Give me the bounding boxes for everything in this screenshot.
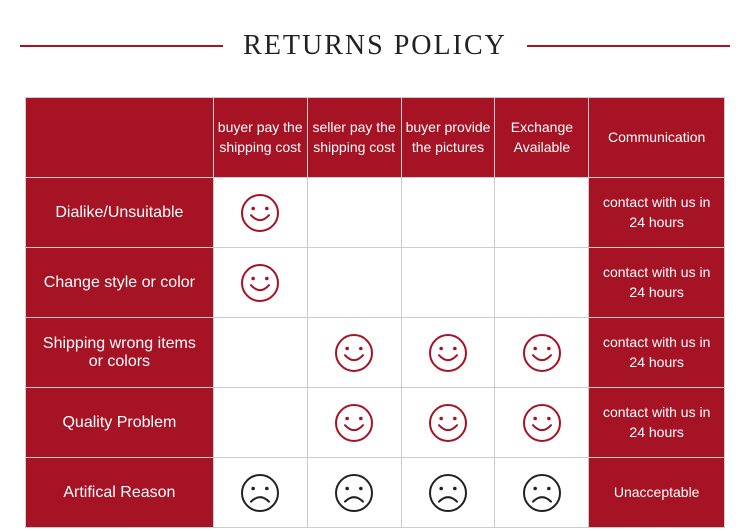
smile-icon: [495, 403, 588, 443]
table-row: Shipping wrong items or colors contact w…: [26, 318, 725, 388]
smile-icon: [402, 403, 495, 443]
communication-cell: contact with us in 24 hours: [589, 248, 725, 318]
title-bar: RETURNS POLICY: [0, 30, 750, 62]
smile-icon: [308, 403, 401, 443]
icon-cell: [213, 458, 307, 528]
icon-cell: [495, 178, 589, 248]
page-title: RETURNS POLICY: [223, 30, 527, 62]
frown-icon: [402, 473, 495, 513]
title-line-right: [527, 45, 730, 47]
row-label: Change style or color: [26, 248, 214, 318]
row-label: Artifical Reason: [26, 458, 214, 528]
icon-cell: [401, 178, 495, 248]
frown-icon: [214, 473, 307, 513]
icon-cell: [401, 388, 495, 458]
smile-icon: [214, 263, 307, 303]
frown-icon: [495, 473, 588, 513]
header-corner: [26, 98, 214, 178]
icon-cell: [401, 458, 495, 528]
table-header-row: buyer pay the shipping cost seller pay t…: [26, 98, 725, 178]
returns-policy-table: buyer pay the shipping cost seller pay t…: [25, 97, 725, 528]
icon-cell: [307, 458, 401, 528]
communication-cell: contact with us in 24 hours: [589, 178, 725, 248]
smile-icon: [402, 333, 495, 373]
icon-cell: [401, 248, 495, 318]
smile-icon: [495, 333, 588, 373]
title-line-left: [20, 45, 223, 47]
col-buyer-provide: buyer provide the pictures: [401, 98, 495, 178]
smile-icon: [214, 193, 307, 233]
icon-cell: [213, 388, 307, 458]
table-row: Artifical Reason Unacceptable: [26, 458, 725, 528]
table-row: Quality Problem contact with us in 24 ho…: [26, 388, 725, 458]
icon-cell: [213, 318, 307, 388]
smile-icon: [308, 333, 401, 373]
col-seller-pay: seller pay the shipping cost: [307, 98, 401, 178]
table-row: Dialike/Unsuitable contact with us in 24…: [26, 178, 725, 248]
icon-cell: [213, 178, 307, 248]
communication-cell: contact with us in 24 hours: [589, 388, 725, 458]
icon-cell: [495, 248, 589, 318]
icon-cell: [307, 318, 401, 388]
col-exchange: Exchange Available: [495, 98, 589, 178]
table-row: Change style or color contact with us in…: [26, 248, 725, 318]
icon-cell: [307, 178, 401, 248]
icon-cell: [307, 248, 401, 318]
communication-cell: contact with us in 24 hours: [589, 318, 725, 388]
icon-cell: [495, 458, 589, 528]
icon-cell: [495, 388, 589, 458]
communication-cell: Unacceptable: [589, 458, 725, 528]
col-communication: Communication: [589, 98, 725, 178]
col-buyer-pay: buyer pay the shipping cost: [213, 98, 307, 178]
row-label: Shipping wrong items or colors: [26, 318, 214, 388]
frown-icon: [308, 473, 401, 513]
icon-cell: [307, 388, 401, 458]
icon-cell: [213, 248, 307, 318]
row-label: Dialike/Unsuitable: [26, 178, 214, 248]
table-body: Dialike/Unsuitable contact with us in 24…: [26, 178, 725, 528]
icon-cell: [495, 318, 589, 388]
icon-cell: [401, 318, 495, 388]
row-label: Quality Problem: [26, 388, 214, 458]
